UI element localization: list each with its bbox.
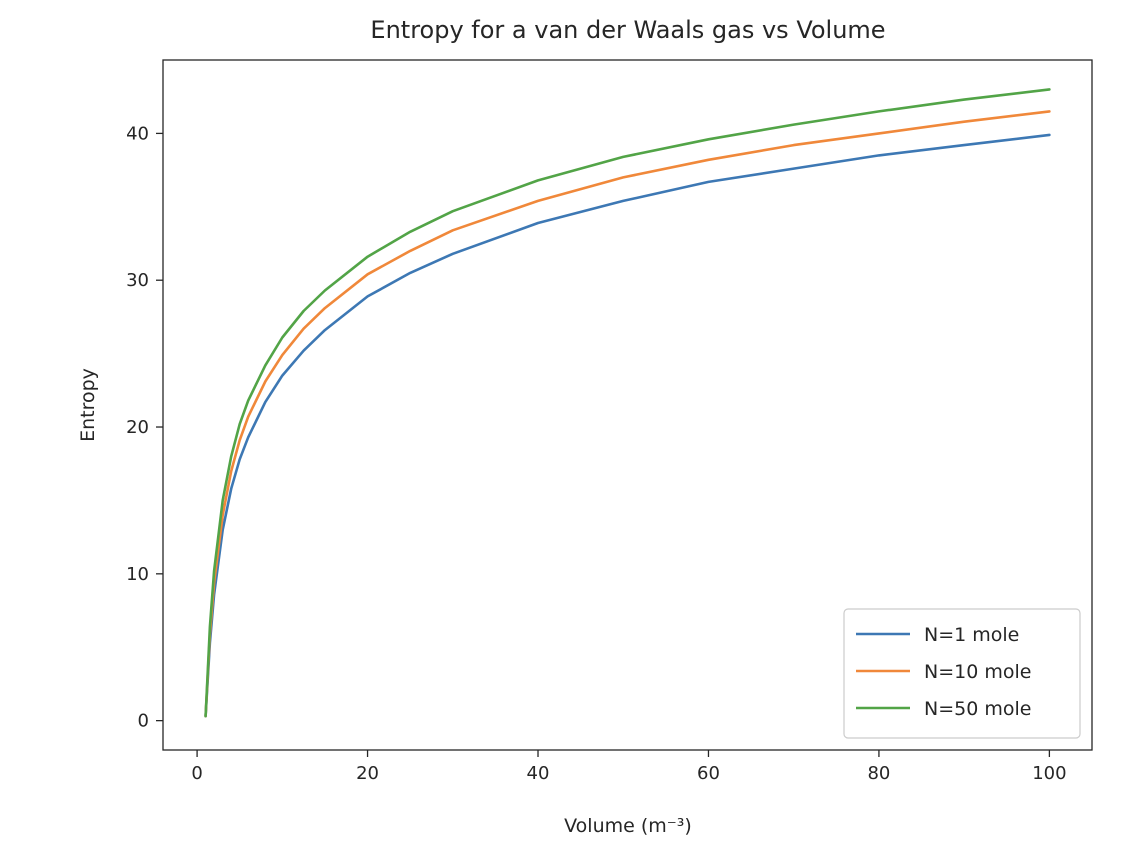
x-tick-label: 100 <box>1032 763 1066 784</box>
x-tick-label: 60 <box>697 763 720 784</box>
y-axis-label: Entropy <box>77 368 99 442</box>
legend-label-2: N=10 mole <box>924 661 1031 683</box>
legend-label-3: N=50 mole <box>924 698 1031 720</box>
series-line-1 <box>204 133 1051 718</box>
series-line-2 <box>204 110 1051 718</box>
y-tick-label: 30 <box>126 270 149 291</box>
legend-box <box>843 608 1081 739</box>
legend: N=1 mole N=10 mole N=50 mole <box>843 608 1081 739</box>
plot-frame <box>162 59 1093 751</box>
x-tick-label: 40 <box>527 763 550 784</box>
x-axis-label: Volume (m⁻³) <box>564 815 692 837</box>
chart-title: Entropy for a van der Waals gas vs Volum… <box>370 16 885 44</box>
x-tick-label: 80 <box>867 763 890 784</box>
y-tick-label: 10 <box>126 564 149 585</box>
x-tick-label: 20 <box>356 763 379 784</box>
x-tick-label: 0 <box>191 763 202 784</box>
y-tick-label: 20 <box>126 417 149 438</box>
plot-area: 0 20 40 60 80 100 0 10 20 30 40 <box>126 88 1067 784</box>
y-tick-label: 40 <box>126 123 149 144</box>
legend-label-1: N=1 mole <box>924 624 1019 646</box>
y-tick-label: 0 <box>138 711 149 732</box>
series-line-3 <box>204 88 1051 718</box>
